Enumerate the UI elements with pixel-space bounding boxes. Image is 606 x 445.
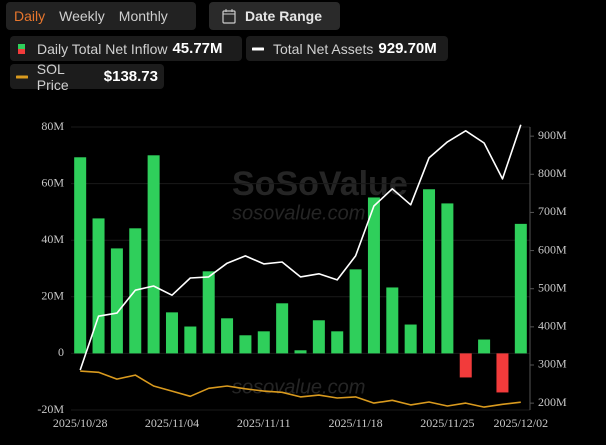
legend-icon: [16, 75, 28, 78]
bar: [276, 303, 289, 354]
y-tick-label: 60M: [41, 175, 64, 189]
x-tick-label: 2025/10/28: [53, 416, 108, 430]
y2-tick-label: 800M: [538, 166, 567, 180]
legend-item: SOL Price $138.73: [10, 61, 164, 93]
line: [79, 124, 522, 371]
line: [80, 370, 521, 408]
y2-tick-label: 300M: [538, 357, 567, 371]
y2-tick-label: 900M: [538, 128, 567, 142]
bar: [423, 189, 436, 354]
legend-label: Daily Total Net Inflow: [37, 40, 168, 57]
bar: [184, 326, 197, 354]
bar: [386, 287, 399, 354]
x-tick-label: 2025/11/25: [420, 416, 474, 430]
y2-tick-label: 400M: [538, 319, 567, 333]
legend-item: Daily Total Net Inflow 45.77M: [10, 36, 242, 61]
bar: [239, 335, 252, 354]
bar: [202, 271, 215, 354]
bar: [367, 197, 380, 354]
legend-swatch: [18, 43, 25, 49]
bar: [349, 269, 362, 354]
bar: [514, 223, 527, 354]
legend-item: Total Net Assets 929.70M: [246, 36, 448, 61]
bar: [147, 155, 160, 354]
legend-value: 929.70M: [378, 40, 437, 57]
tab[interactable]: Monthly: [118, 8, 168, 24]
bar: [478, 339, 491, 354]
x-tick-label: 2025/11/04: [145, 416, 199, 430]
bar: [312, 320, 325, 354]
legend-value: 45.77M: [172, 40, 223, 57]
legend-label: SOL Price: [36, 60, 69, 93]
x-tick-label: 2025/11/18: [328, 416, 382, 430]
date-range-button[interactable]: Date Range: [209, 2, 340, 30]
y-tick-label: 80M: [41, 119, 64, 133]
legend-value: $138.73: [103, 68, 158, 85]
date-range-label: Date Range: [245, 8, 323, 24]
y2-tick-label: 200M: [538, 395, 567, 409]
bar: [110, 248, 123, 354]
legend-icon: [252, 47, 264, 50]
x-tick-label: 2025/11/11: [237, 416, 291, 430]
tab-group: Daily Weekly Monthly: [6, 2, 196, 30]
y-tick-label: -20M: [37, 402, 64, 416]
bar: [257, 331, 270, 354]
y2-tick-label: 600M: [538, 242, 567, 256]
y-tick-label: 40M: [41, 232, 64, 246]
bar: [331, 331, 344, 354]
y2-tick-label: 700M: [538, 204, 567, 218]
bar: [496, 353, 509, 393]
y-tick-label: 0: [58, 345, 64, 359]
watermark-url: sosovalue.com: [232, 202, 365, 224]
y-tick-label: 20M: [41, 289, 64, 303]
bar: [221, 318, 234, 354]
bar: [165, 312, 178, 354]
bar: [92, 218, 105, 354]
bar: [441, 203, 454, 354]
tab[interactable]: Weekly: [59, 8, 105, 24]
legend-icon: [18, 43, 25, 54]
bar: [74, 157, 87, 354]
x-tick-label: 2025/12/02: [493, 416, 548, 430]
y2-tick-label: 500M: [538, 280, 567, 294]
legend-label: Total Net Assets: [273, 40, 374, 57]
bar: [404, 324, 417, 354]
watermark-url: sosovalue.com: [232, 376, 365, 398]
legend-swatch: [18, 48, 25, 54]
bar: [294, 350, 307, 354]
tab[interactable]: Daily: [14, 8, 46, 24]
bar: [459, 353, 472, 378]
calendar-icon: [222, 8, 236, 24]
